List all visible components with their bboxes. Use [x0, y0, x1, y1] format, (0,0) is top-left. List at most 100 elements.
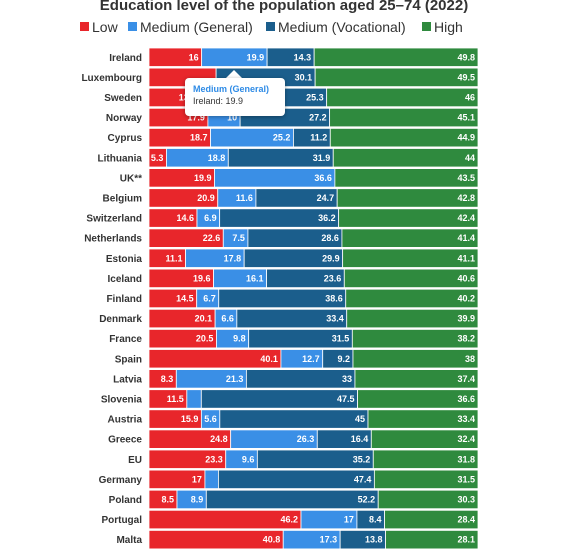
category-label: Estonia [106, 254, 143, 265]
data-label: 49.8 [457, 52, 475, 62]
data-label: 40.6 [457, 273, 475, 283]
bar-segment[interactable] [336, 188, 479, 208]
data-label: 24.7 [317, 193, 335, 203]
data-label: 41.1 [457, 253, 475, 263]
bar-segment[interactable] [338, 208, 479, 228]
data-label: 29.9 [322, 253, 340, 263]
data-label: 44 [465, 153, 475, 163]
data-label: 14.3 [294, 52, 312, 62]
bar-segment[interactable] [377, 489, 479, 510]
category-label: Greece [108, 435, 142, 446]
category-label: France [109, 334, 142, 345]
bar-segment[interactable] [204, 469, 219, 490]
bar-segment[interactable] [219, 409, 369, 429]
bar-segment[interactable] [186, 389, 202, 409]
data-label: 42.4 [457, 213, 475, 223]
data-label: 11.6 [236, 193, 253, 203]
data-label: 33.4 [326, 314, 344, 324]
data-label: 18.8 [208, 153, 226, 163]
chart-legend[interactable]: Low Medium (General) Medium (Vocational) Hi… [80, 19, 463, 35]
category-label: Belgium [103, 193, 143, 204]
bar-segment[interactable] [148, 509, 302, 530]
data-label: 19.6 [193, 273, 211, 283]
tooltip: Medium (General) Ireland: 19.9 [185, 78, 285, 116]
data-label: 20.9 [197, 193, 215, 203]
bar-segment[interactable] [200, 389, 358, 409]
category-label: Lithuania [98, 153, 143, 164]
data-label: 19.9 [247, 52, 265, 62]
data-label: 11.1 [166, 253, 183, 263]
data-label: 30.1 [295, 72, 313, 82]
bar-segment[interactable] [314, 67, 479, 87]
bar-segment[interactable] [326, 87, 479, 108]
legend-label[interactable]: Medium (General) [140, 19, 253, 35]
data-label: 25.3 [306, 92, 324, 102]
data-label: 47.4 [354, 474, 372, 484]
bar-segment[interactable] [357, 389, 479, 409]
bar-segment[interactable] [329, 127, 479, 148]
data-label: 24.8 [210, 434, 228, 444]
bar-segment[interactable] [372, 449, 479, 469]
bar-segment[interactable] [384, 509, 479, 530]
data-label: 52.2 [358, 494, 376, 504]
bar-segment[interactable] [354, 369, 479, 389]
bar-segment[interactable] [373, 469, 479, 490]
data-label: 40.8 [263, 535, 281, 545]
data-label: 5.3 [151, 153, 164, 163]
bar-segment[interactable] [332, 148, 479, 168]
bar-segment[interactable] [218, 469, 375, 490]
bar-segment[interactable] [352, 349, 479, 369]
data-label: 16.1 [246, 273, 264, 283]
data-label: 17.9 [187, 113, 205, 123]
data-label: 11.2 [310, 133, 327, 143]
bar-segment[interactable] [341, 228, 479, 248]
data-label: 8.3 [161, 374, 174, 384]
bar-segment[interactable] [346, 308, 479, 329]
legend-label[interactable]: Medium (Vocational) [278, 19, 406, 35]
tooltip-arrow [226, 70, 242, 78]
bar-segment[interactable] [385, 530, 479, 550]
data-label: 13 [179, 92, 189, 102]
category-label: Slovenia [101, 394, 143, 405]
data-label: 17.3 [320, 535, 338, 545]
bar-segments[interactable]: 16 19.9 14.3 49.8 30.1 49.5 13 25.3 46 17.9 10 27.2… [148, 47, 479, 550]
data-label: 6.9 [204, 213, 217, 223]
category-label: Germany [99, 475, 143, 486]
bar-segment[interactable] [329, 107, 479, 128]
bar-segment[interactable] [367, 409, 479, 429]
data-label: 9.2 [337, 354, 350, 364]
bar-segment[interactable] [205, 489, 379, 510]
data-label: 31.8 [457, 454, 475, 464]
legend-label[interactable]: Low [92, 19, 119, 35]
bar-segment[interactable] [345, 288, 479, 309]
category-label: Sweden [104, 93, 142, 104]
data-label: 31.5 [457, 474, 475, 484]
legend-swatch-high [422, 22, 431, 31]
tooltip-body: Ireland: 19.9 [193, 96, 244, 106]
legend-swatch-medium-vocational- [266, 22, 275, 31]
bar-segment[interactable] [334, 168, 479, 188]
data-label: 26.3 [297, 434, 315, 444]
bar-segment[interactable] [343, 268, 479, 289]
category-label: Iceland [108, 274, 142, 285]
data-label: 5.6 [204, 414, 217, 424]
category-label: Spain [115, 354, 142, 365]
bar-segment[interactable] [342, 248, 479, 268]
data-label: 22.6 [203, 233, 221, 243]
category-label: Finland [106, 294, 142, 305]
data-label: 27.2 [309, 113, 327, 123]
data-label: 44.9 [457, 133, 475, 143]
data-label: 12.7 [302, 354, 320, 364]
data-label: 21.3 [226, 374, 244, 384]
bar-segment[interactable] [245, 369, 356, 389]
data-label: 23.6 [324, 273, 342, 283]
legend-swatch-medium-general- [128, 22, 137, 31]
data-label: 25.2 [273, 133, 291, 143]
bar-segment[interactable] [370, 429, 479, 449]
legend-label[interactable]: High [434, 19, 463, 35]
data-label: 38.6 [325, 293, 343, 303]
bar-segment[interactable] [313, 47, 479, 67]
bar-segment[interactable] [351, 328, 479, 349]
category-label: Poland [109, 495, 142, 506]
